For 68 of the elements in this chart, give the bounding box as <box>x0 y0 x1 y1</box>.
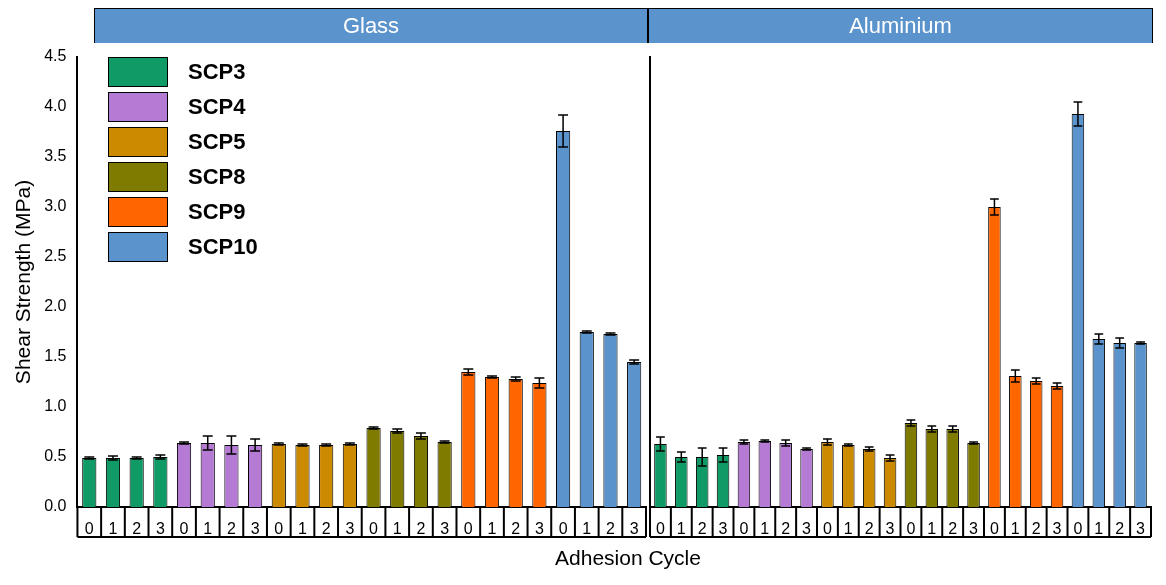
x-tick-label: 2 <box>606 520 616 538</box>
y-tick-label: 2.0 <box>44 297 67 315</box>
legend-label: SCP8 <box>188 163 246 190</box>
x-tick-label: 1 <box>760 520 770 538</box>
x-tick-label: 0 <box>989 520 999 538</box>
x-tick-label: 1 <box>1094 520 1104 538</box>
y-tick-label: 2.5 <box>44 247 67 265</box>
legend-label: SCP10 <box>188 233 258 260</box>
x-tick-label: 3 <box>718 520 728 538</box>
legend-label: SCP4 <box>188 93 246 120</box>
legend-label: SCP5 <box>188 128 246 155</box>
x-tick-label: 3 <box>1136 520 1146 538</box>
x-tick-label: 3 <box>969 520 979 538</box>
x-tick-label: 2 <box>697 520 707 538</box>
x-tick-label: 0 <box>906 520 916 538</box>
x-tick-label: 0 <box>179 520 189 538</box>
x-tick-label: 2 <box>864 520 874 538</box>
y-tick-label: 4.0 <box>44 97 67 115</box>
y-axis-title: Shear Strength (MPa) <box>11 179 35 385</box>
y-tick-label: 3.5 <box>44 147 67 165</box>
x-tick-label: 0 <box>274 520 284 538</box>
x-tick-label: 1 <box>843 520 853 538</box>
x-tick-label: 3 <box>155 520 165 538</box>
x-tick-label: 3 <box>802 520 812 538</box>
x-tick-label: 1 <box>298 520 308 538</box>
x-tick-label: 1 <box>487 520 497 538</box>
legend-label: SCP9 <box>188 198 246 225</box>
x-tick-label: 0 <box>84 520 94 538</box>
x-tick-label: 3 <box>440 520 450 538</box>
chart-title: Aluminium <box>648 8 1153 43</box>
x-tick-label: 1 <box>203 520 213 538</box>
x-tick-label: 2 <box>1115 520 1125 538</box>
x-tick-label: 0 <box>463 520 473 538</box>
y-tick-label: 1.5 <box>44 347 67 365</box>
x-tick-label: 3 <box>345 520 355 538</box>
x-tick-label: 1 <box>392 520 402 538</box>
x-tick-label: 1 <box>582 520 592 538</box>
x-tick-label: 0 <box>739 520 749 538</box>
y-tick-label: 1.0 <box>44 397 67 415</box>
chart-title: Glass <box>94 8 648 43</box>
x-tick-label: 1 <box>108 520 118 538</box>
x-tick-label: 2 <box>226 520 236 538</box>
x-tick-label: 3 <box>629 520 639 538</box>
x-tick-label: 1 <box>1010 520 1020 538</box>
y-tick-label: 4.5 <box>44 47 67 65</box>
x-tick-label: 3 <box>250 520 260 538</box>
x-tick-label: 2 <box>416 520 426 538</box>
x-tick-label: 1 <box>676 520 686 538</box>
y-tick-label: 0.5 <box>44 447 67 465</box>
x-tick-label: 0 <box>369 520 379 538</box>
x-tick-label: 0 <box>822 520 832 538</box>
x-tick-label: 1 <box>927 520 937 538</box>
x-tick-label: 3 <box>1052 520 1062 538</box>
x-axis-title: Adhesion Cycle <box>554 546 702 570</box>
x-tick-label: 2 <box>1031 520 1041 538</box>
x-tick-label: 2 <box>511 520 521 538</box>
y-tick-label: 0.0 <box>44 497 67 515</box>
legend-label: SCP3 <box>188 58 246 85</box>
x-tick-label: 0 <box>1073 520 1083 538</box>
x-tick-label: 0 <box>558 520 568 538</box>
x-tick-label: 3 <box>885 520 895 538</box>
x-tick-label: 2 <box>321 520 331 538</box>
x-tick-label: 2 <box>948 520 958 538</box>
x-tick-label: 0 <box>655 520 665 538</box>
x-tick-label: 3 <box>534 520 544 538</box>
x-tick-label: 2 <box>781 520 791 538</box>
x-tick-label: 2 <box>132 520 142 538</box>
y-tick-label: 3.0 <box>44 197 67 215</box>
